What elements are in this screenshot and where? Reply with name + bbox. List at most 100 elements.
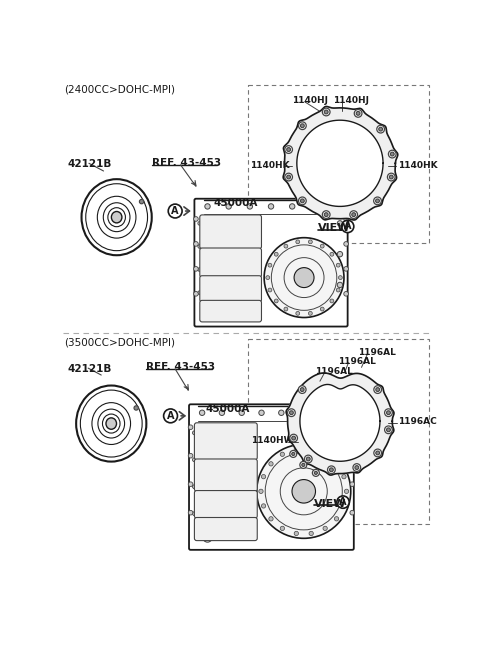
- Circle shape: [268, 263, 272, 267]
- Circle shape: [205, 535, 210, 540]
- Circle shape: [262, 504, 266, 508]
- Circle shape: [193, 267, 198, 271]
- Text: 1196AL: 1196AL: [315, 367, 353, 377]
- Text: VIEW: VIEW: [318, 223, 351, 233]
- Circle shape: [259, 489, 263, 493]
- Ellipse shape: [82, 179, 152, 255]
- Circle shape: [296, 311, 300, 315]
- Circle shape: [343, 430, 349, 436]
- Circle shape: [299, 122, 306, 130]
- Circle shape: [292, 479, 315, 503]
- Circle shape: [343, 465, 349, 470]
- Circle shape: [323, 526, 327, 531]
- Circle shape: [134, 405, 138, 410]
- Circle shape: [323, 108, 330, 116]
- Bar: [248, 84, 429, 242]
- Circle shape: [198, 268, 202, 271]
- Circle shape: [354, 109, 362, 117]
- Circle shape: [294, 531, 299, 536]
- Circle shape: [188, 482, 193, 487]
- Text: 1140HW: 1140HW: [252, 436, 294, 445]
- Circle shape: [388, 150, 396, 158]
- Circle shape: [193, 217, 198, 221]
- Circle shape: [168, 204, 182, 218]
- Circle shape: [386, 428, 390, 432]
- Circle shape: [192, 512, 196, 515]
- Circle shape: [330, 252, 334, 256]
- Circle shape: [350, 453, 355, 458]
- Circle shape: [198, 291, 202, 295]
- Circle shape: [344, 291, 348, 296]
- Circle shape: [287, 147, 290, 151]
- Circle shape: [332, 204, 337, 209]
- Text: A: A: [344, 221, 351, 231]
- Circle shape: [274, 299, 278, 303]
- Polygon shape: [286, 373, 394, 475]
- Circle shape: [269, 462, 273, 466]
- Text: 1140HK: 1140HK: [250, 161, 289, 170]
- Circle shape: [389, 175, 393, 179]
- Text: 1140HJ: 1140HJ: [333, 96, 369, 105]
- Text: REF. 43-453: REF. 43-453: [146, 362, 215, 372]
- Text: A: A: [339, 497, 347, 507]
- Circle shape: [344, 267, 348, 271]
- Circle shape: [294, 268, 314, 288]
- Text: VIEW: VIEW: [314, 499, 346, 509]
- Circle shape: [377, 125, 384, 133]
- Circle shape: [338, 276, 342, 280]
- Circle shape: [312, 470, 319, 476]
- Circle shape: [386, 411, 390, 415]
- Circle shape: [323, 452, 327, 457]
- Circle shape: [343, 499, 349, 505]
- Circle shape: [188, 510, 193, 515]
- Circle shape: [344, 242, 348, 246]
- Ellipse shape: [106, 418, 117, 429]
- Circle shape: [302, 463, 305, 466]
- FancyBboxPatch shape: [200, 248, 262, 277]
- Circle shape: [373, 197, 381, 205]
- Circle shape: [350, 211, 358, 219]
- Circle shape: [287, 175, 290, 179]
- Circle shape: [268, 204, 274, 209]
- Circle shape: [374, 449, 382, 457]
- Text: 45000A: 45000A: [206, 403, 251, 413]
- Text: 45000A: 45000A: [214, 198, 258, 208]
- Circle shape: [289, 204, 295, 209]
- Circle shape: [188, 425, 193, 430]
- Circle shape: [335, 462, 339, 466]
- Circle shape: [329, 468, 333, 472]
- Text: (3500CC>DOHC-MPI): (3500CC>DOHC-MPI): [64, 337, 175, 347]
- Circle shape: [280, 452, 285, 457]
- Circle shape: [344, 489, 348, 493]
- Circle shape: [352, 213, 356, 217]
- Circle shape: [318, 410, 324, 415]
- Circle shape: [337, 221, 343, 226]
- Circle shape: [379, 127, 383, 131]
- Circle shape: [296, 240, 300, 244]
- Circle shape: [309, 311, 312, 315]
- Circle shape: [239, 410, 244, 415]
- Text: (2400CC>DOHC-MPI): (2400CC>DOHC-MPI): [64, 84, 175, 95]
- Circle shape: [336, 288, 340, 292]
- FancyBboxPatch shape: [194, 422, 257, 460]
- Text: REF. 43-453: REF. 43-453: [152, 158, 221, 168]
- Circle shape: [320, 244, 324, 248]
- Circle shape: [341, 220, 354, 233]
- Circle shape: [384, 409, 392, 417]
- Circle shape: [309, 531, 313, 536]
- Circle shape: [350, 510, 355, 515]
- Circle shape: [300, 461, 307, 468]
- Circle shape: [192, 485, 196, 489]
- Polygon shape: [297, 120, 383, 206]
- Circle shape: [164, 409, 178, 422]
- Circle shape: [330, 299, 334, 303]
- Circle shape: [219, 410, 225, 415]
- Circle shape: [311, 204, 316, 209]
- Text: 1140HJ: 1140HJ: [292, 96, 328, 105]
- FancyBboxPatch shape: [200, 276, 262, 302]
- Circle shape: [375, 199, 379, 203]
- Circle shape: [309, 240, 312, 244]
- Circle shape: [193, 242, 198, 246]
- Circle shape: [288, 409, 295, 417]
- Circle shape: [300, 124, 304, 128]
